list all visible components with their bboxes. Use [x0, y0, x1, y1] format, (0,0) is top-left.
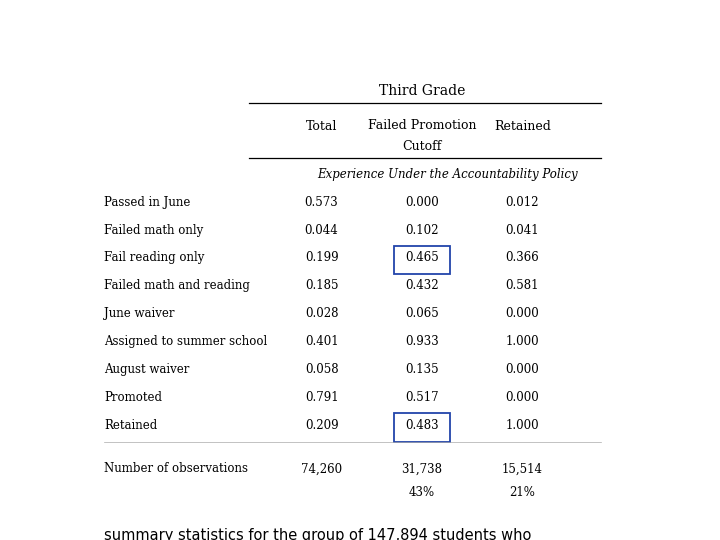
Text: 0.432: 0.432 — [405, 279, 438, 292]
Text: 0.366: 0.366 — [505, 252, 539, 265]
Text: 0.465: 0.465 — [405, 252, 439, 265]
Text: 1.000: 1.000 — [505, 335, 539, 348]
Text: 0.791: 0.791 — [305, 391, 338, 404]
Text: 0.044: 0.044 — [305, 224, 338, 237]
Text: Cutoff: Cutoff — [402, 140, 441, 153]
Text: 0.933: 0.933 — [405, 335, 439, 348]
Text: Third Grade: Third Grade — [379, 84, 465, 98]
Text: 0.573: 0.573 — [305, 196, 338, 209]
Text: 0.028: 0.028 — [305, 307, 338, 320]
Text: 31,738: 31,738 — [402, 462, 443, 475]
Text: Assigned to summer school: Assigned to summer school — [104, 335, 267, 348]
Text: 0.135: 0.135 — [405, 363, 438, 376]
Text: 0.102: 0.102 — [405, 224, 438, 237]
Text: Failed math only: Failed math only — [104, 224, 203, 237]
Text: 0.517: 0.517 — [405, 391, 438, 404]
Text: 1.000: 1.000 — [505, 418, 539, 431]
Text: 74,260: 74,260 — [301, 462, 342, 475]
Text: 0.209: 0.209 — [305, 418, 338, 431]
Text: 43%: 43% — [409, 486, 435, 499]
Text: Total: Total — [306, 120, 337, 133]
Text: 0.000: 0.000 — [505, 363, 539, 376]
Text: 0.000: 0.000 — [505, 391, 539, 404]
Text: 21%: 21% — [510, 486, 536, 499]
Text: 0.483: 0.483 — [405, 418, 438, 431]
Text: 0.000: 0.000 — [405, 196, 439, 209]
Text: 0.185: 0.185 — [305, 279, 338, 292]
Text: 0.199: 0.199 — [305, 252, 338, 265]
Text: Failed Promotion: Failed Promotion — [368, 119, 476, 132]
Text: August waiver: August waiver — [104, 363, 189, 376]
Text: Passed in June: Passed in June — [104, 196, 190, 209]
Text: 0.041: 0.041 — [505, 224, 539, 237]
Text: 0.065: 0.065 — [405, 307, 439, 320]
Text: Retained: Retained — [104, 418, 157, 431]
Text: 0.000: 0.000 — [505, 307, 539, 320]
Text: 0.058: 0.058 — [305, 363, 338, 376]
Text: Experience Under the Accountability Policy: Experience Under the Accountability Poli… — [317, 167, 577, 180]
Text: Failed math and reading: Failed math and reading — [104, 279, 250, 292]
Text: Number of observations: Number of observations — [104, 462, 248, 475]
Text: 15,514: 15,514 — [502, 462, 543, 475]
Text: 0.401: 0.401 — [305, 335, 338, 348]
Text: Retained: Retained — [494, 120, 551, 133]
Text: summary statistics for the group of 147,894 students who: summary statistics for the group of 147,… — [104, 528, 531, 540]
Text: 0.012: 0.012 — [505, 196, 539, 209]
Text: Fail reading only: Fail reading only — [104, 252, 204, 265]
Text: Promoted: Promoted — [104, 391, 162, 404]
Text: 0.581: 0.581 — [505, 279, 539, 292]
Text: June waiver: June waiver — [104, 307, 174, 320]
